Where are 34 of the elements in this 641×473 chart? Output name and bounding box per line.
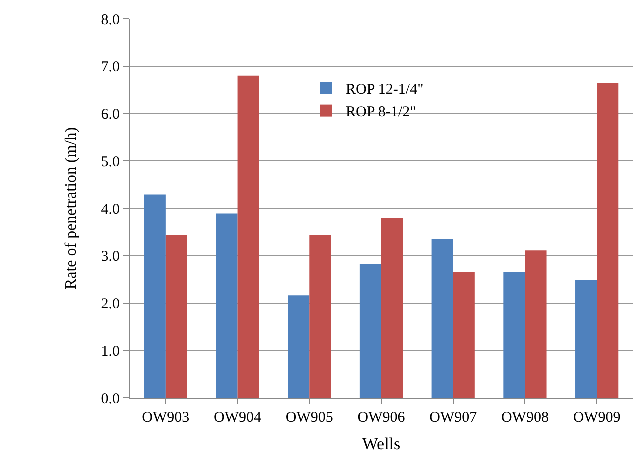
bar bbox=[216, 214, 238, 398]
y-tick-label: 3.0 bbox=[101, 249, 120, 266]
x-tick-label: OW907 bbox=[430, 410, 478, 426]
x-tick-label: OW905 bbox=[286, 410, 334, 426]
y-tick-label: 0.0 bbox=[101, 391, 120, 408]
legend-label: ROP 8-1/2" bbox=[346, 104, 416, 121]
bar bbox=[432, 239, 454, 398]
bar bbox=[360, 264, 382, 398]
y-tick-label: 7.0 bbox=[101, 60, 120, 76]
y-tick-label: 8.0 bbox=[101, 12, 120, 28]
y-tick-label: 1.0 bbox=[101, 344, 120, 360]
bar bbox=[144, 194, 166, 398]
x-tick-label: OW906 bbox=[358, 410, 406, 426]
bar bbox=[576, 280, 598, 398]
bar bbox=[453, 272, 475, 398]
bar bbox=[382, 218, 404, 398]
y-axis-title: Rate of penetration (m/h) bbox=[63, 127, 80, 290]
y-tick-label: 6.0 bbox=[101, 107, 120, 123]
bar bbox=[310, 235, 332, 398]
bar bbox=[166, 235, 188, 398]
y-tick-label: 2.0 bbox=[101, 296, 120, 312]
bar bbox=[525, 250, 547, 398]
y-tick-label: 5.0 bbox=[101, 154, 120, 170]
x-tick-label: OW903 bbox=[142, 410, 190, 426]
y-tick-label: 4.0 bbox=[101, 202, 120, 218]
x-tick-label: OW904 bbox=[214, 410, 262, 426]
x-tick-label: OW909 bbox=[573, 410, 621, 426]
x-axis-title: Wells bbox=[362, 434, 401, 454]
legend-label: ROP 12-1/4" bbox=[346, 82, 424, 98]
bar bbox=[238, 76, 260, 398]
bar bbox=[504, 272, 526, 398]
bar bbox=[597, 83, 619, 398]
x-tick-label: OW908 bbox=[501, 410, 549, 426]
bar bbox=[288, 296, 310, 398]
